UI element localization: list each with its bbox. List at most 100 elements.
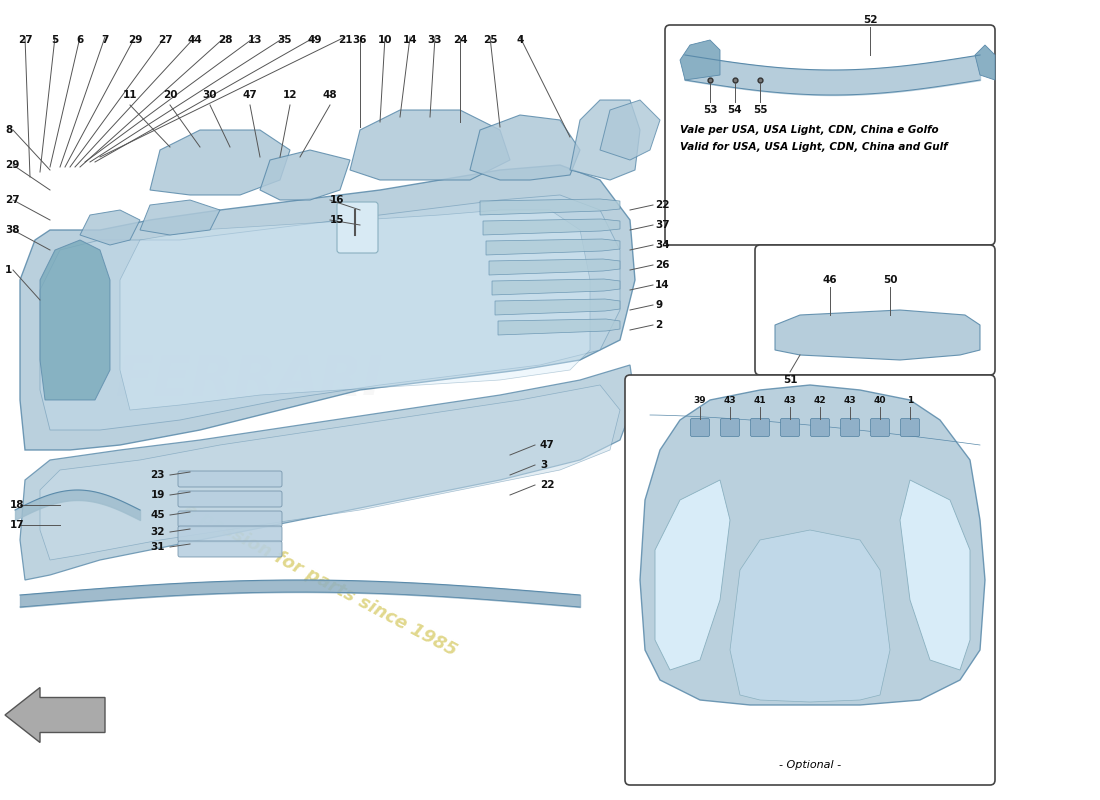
Text: - Optional -: - Optional - [779, 760, 842, 770]
Polygon shape [495, 299, 620, 315]
Text: Valid for USA, USA Light, CDN, China and Gulf: Valid for USA, USA Light, CDN, China and… [680, 142, 947, 152]
Text: 23: 23 [151, 470, 165, 480]
Polygon shape [490, 259, 620, 275]
Text: 43: 43 [724, 396, 736, 405]
Text: 27: 27 [18, 35, 32, 45]
Text: 9: 9 [654, 300, 662, 310]
Text: 51: 51 [783, 375, 798, 385]
Text: 22: 22 [654, 200, 670, 210]
Text: 11: 11 [123, 90, 138, 100]
Polygon shape [40, 240, 110, 400]
Text: 14: 14 [403, 35, 417, 45]
Polygon shape [150, 130, 290, 195]
Text: 32: 32 [151, 527, 165, 537]
Polygon shape [483, 219, 620, 235]
Text: 16: 16 [330, 195, 344, 205]
Text: 45: 45 [151, 510, 165, 520]
Polygon shape [20, 365, 635, 580]
Polygon shape [40, 385, 620, 560]
Text: 39: 39 [694, 396, 706, 405]
Polygon shape [492, 279, 620, 295]
Text: 20: 20 [163, 90, 177, 100]
Polygon shape [80, 210, 140, 245]
FancyBboxPatch shape [178, 541, 282, 557]
Text: 29: 29 [6, 160, 20, 170]
Text: 29: 29 [128, 35, 142, 45]
FancyBboxPatch shape [720, 418, 739, 437]
FancyBboxPatch shape [901, 418, 920, 437]
FancyBboxPatch shape [625, 375, 996, 785]
Text: 55: 55 [752, 105, 768, 115]
Text: 21: 21 [338, 35, 352, 45]
Text: 47: 47 [243, 90, 257, 100]
FancyBboxPatch shape [178, 526, 282, 542]
Polygon shape [486, 239, 620, 255]
FancyBboxPatch shape [755, 245, 996, 375]
Polygon shape [350, 110, 510, 180]
Text: 46: 46 [823, 275, 837, 285]
FancyBboxPatch shape [337, 202, 378, 253]
Polygon shape [470, 115, 580, 180]
Text: 43: 43 [844, 396, 856, 405]
Text: 48: 48 [322, 90, 338, 100]
FancyBboxPatch shape [870, 418, 890, 437]
Polygon shape [680, 40, 720, 80]
Text: 26: 26 [654, 260, 670, 270]
Text: 27: 27 [157, 35, 173, 45]
FancyBboxPatch shape [781, 418, 800, 437]
Text: 52: 52 [862, 15, 878, 25]
FancyBboxPatch shape [178, 491, 282, 507]
Text: 36: 36 [353, 35, 367, 45]
Text: 4: 4 [516, 35, 524, 45]
Polygon shape [640, 385, 984, 705]
Polygon shape [120, 210, 590, 410]
Polygon shape [900, 480, 970, 670]
Text: 25: 25 [483, 35, 497, 45]
Polygon shape [140, 200, 220, 235]
Polygon shape [498, 319, 620, 335]
Polygon shape [730, 530, 890, 702]
Text: 10: 10 [377, 35, 393, 45]
Text: 35: 35 [277, 35, 293, 45]
Polygon shape [480, 199, 620, 215]
Text: 41: 41 [754, 396, 767, 405]
Text: 37: 37 [654, 220, 670, 230]
Text: 2: 2 [654, 320, 662, 330]
Text: 5: 5 [52, 35, 58, 45]
Text: 33: 33 [428, 35, 442, 45]
Text: 18: 18 [10, 500, 24, 510]
Text: 14: 14 [654, 280, 670, 290]
Polygon shape [654, 480, 730, 670]
Text: 6: 6 [76, 35, 84, 45]
FancyBboxPatch shape [840, 418, 859, 437]
Text: 13: 13 [248, 35, 262, 45]
Text: 1: 1 [6, 265, 12, 275]
Text: 38: 38 [6, 225, 20, 235]
Polygon shape [570, 100, 640, 180]
Text: 47: 47 [540, 440, 554, 450]
Text: 28: 28 [218, 35, 232, 45]
Text: FERRARI: FERRARI [117, 353, 384, 407]
Polygon shape [600, 100, 660, 160]
Text: a passion for parts since 1985: a passion for parts since 1985 [180, 500, 460, 660]
Text: 15: 15 [330, 215, 344, 225]
FancyBboxPatch shape [750, 418, 770, 437]
FancyArrow shape [6, 687, 104, 742]
Polygon shape [260, 150, 350, 200]
Text: 42: 42 [814, 396, 826, 405]
Text: 27: 27 [6, 195, 20, 205]
Text: 30: 30 [202, 90, 218, 100]
Text: 43: 43 [783, 396, 796, 405]
Text: 34: 34 [654, 240, 670, 250]
Polygon shape [776, 310, 980, 360]
Text: 17: 17 [10, 520, 24, 530]
Text: 54: 54 [728, 105, 743, 115]
Text: 49: 49 [308, 35, 322, 45]
Text: 19: 19 [151, 490, 165, 500]
Text: 50: 50 [882, 275, 898, 285]
Text: 44: 44 [188, 35, 202, 45]
Text: 12: 12 [283, 90, 297, 100]
Text: 40: 40 [873, 396, 887, 405]
FancyBboxPatch shape [691, 418, 710, 437]
FancyBboxPatch shape [178, 511, 282, 527]
